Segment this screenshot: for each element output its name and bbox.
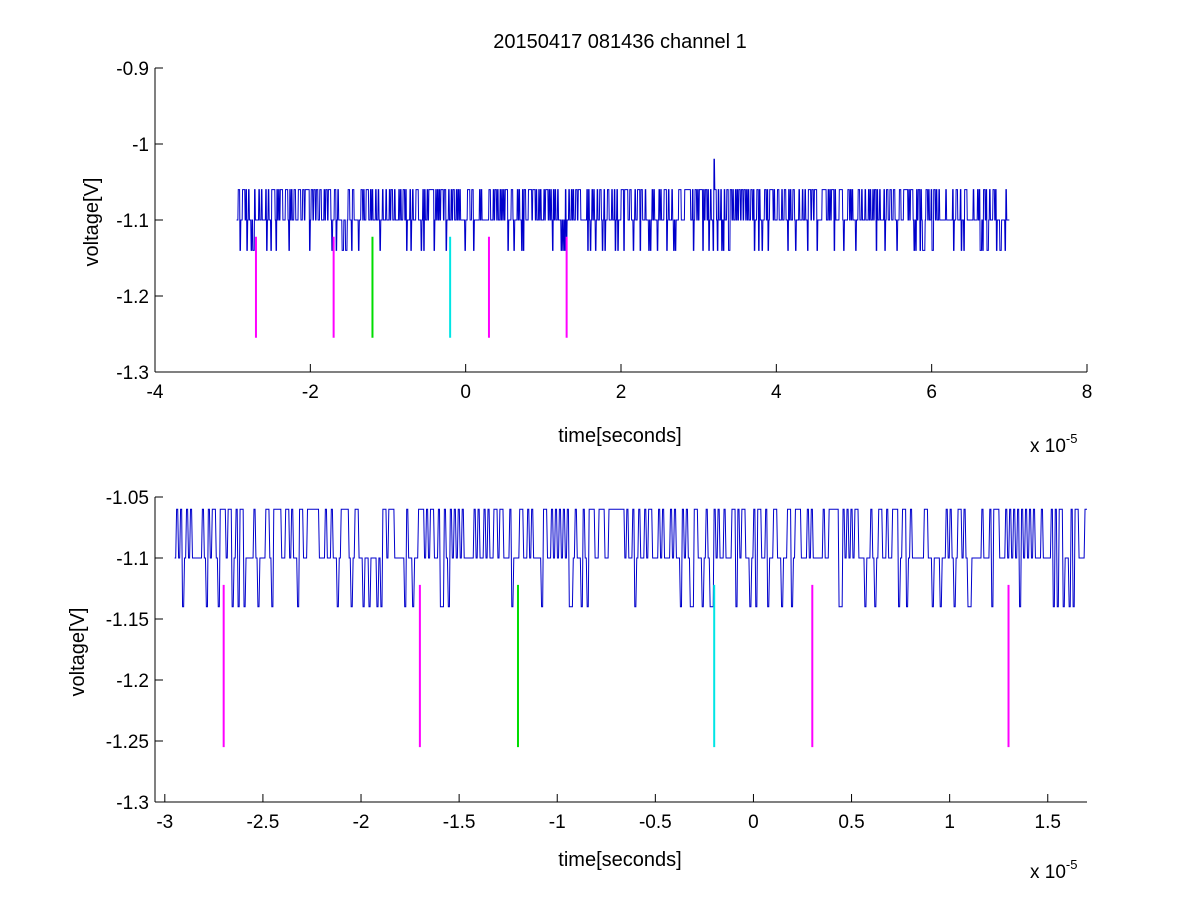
x-tick-label: -2 — [302, 382, 319, 403]
x-tick-label: -0.5 — [639, 812, 672, 833]
x-exponent-base: x 10 — [1030, 862, 1066, 883]
x-tick-label: -2.5 — [247, 812, 280, 833]
x-tick-label: 2 — [616, 382, 627, 403]
x-axis-label: time[seconds] — [558, 849, 681, 871]
chart-title: 20150417 081436 channel 1 — [493, 31, 747, 53]
x-axis-label: time[seconds] — [558, 425, 681, 447]
voltage-trace-line — [174, 508, 1087, 608]
marker-layer — [254, 236, 568, 338]
x-tick-label: 6 — [926, 382, 937, 403]
voltage-trace-line — [236, 158, 1010, 251]
x-tick-label: -4 — [147, 382, 164, 403]
x-tick-label: -3 — [156, 812, 173, 833]
y-axis-label: voltage[V] — [67, 608, 89, 697]
x-tick-label: 0 — [460, 382, 471, 403]
y-tick-label: -1.15 — [106, 610, 149, 631]
x-tick-label: -1 — [549, 812, 566, 833]
series-layer — [236, 158, 1010, 251]
y-tick-label: -1.1 — [116, 211, 149, 232]
x-exponent-power: -5 — [1066, 857, 1078, 872]
x-exponent-label: x 10-5 — [1030, 857, 1077, 883]
series-layer — [174, 508, 1087, 608]
marker-layer — [222, 584, 1010, 748]
y-tick-label: -1.2 — [116, 287, 149, 308]
x-tick-label: -2 — [353, 812, 370, 833]
y-tick-label: -1.2 — [116, 671, 149, 692]
x-tick-label: 1 — [944, 812, 955, 833]
x-tick-label: 1.5 — [1035, 812, 1061, 833]
y-tick-label: -1 — [132, 135, 149, 156]
x-tick-label: 0 — [748, 812, 759, 833]
x-tick-label: 0.5 — [838, 812, 864, 833]
x-tick-label: 4 — [771, 382, 782, 403]
axes-layer: -4 -2 0 2 4 6 8 -1.3 -1.2 -1.1 -1 -0.9 — [116, 59, 1092, 403]
y-tick-label: -1.1 — [116, 549, 149, 570]
x-exponent-label: x 10-5 — [1030, 431, 1077, 457]
subplot-top: 20150417 081436 channel 1 -4 -2 0 2 4 6 8-1.3-… — [81, 31, 1092, 457]
y-tick-label: -1.25 — [106, 732, 149, 753]
x-tick-label: 8 — [1082, 382, 1093, 403]
y-axis-label: voltage[V] — [81, 178, 103, 267]
subplot-bottom: -3 -2.5 -2 -1.5 -1 -0.5 0 0.5 1 1.5 -1.3 -1.25 -1.2 -… — [67, 488, 1087, 883]
x-exponent-power: -5 — [1066, 431, 1078, 446]
x-exponent-base: x 10 — [1030, 436, 1066, 457]
y-tick-label: -1.3 — [116, 793, 149, 814]
y-tick-label: -0.9 — [116, 59, 149, 80]
y-tick-label: -1.05 — [106, 488, 149, 509]
x-tick-label: -1.5 — [443, 812, 476, 833]
y-tick-label: -1.3 — [116, 363, 149, 384]
axes-layer: -3 -2.5 -2 -1.5 -1 -0.5 0 0.5 1 1.5 -1.3 -1.25 -1.2 -… — [106, 488, 1087, 833]
